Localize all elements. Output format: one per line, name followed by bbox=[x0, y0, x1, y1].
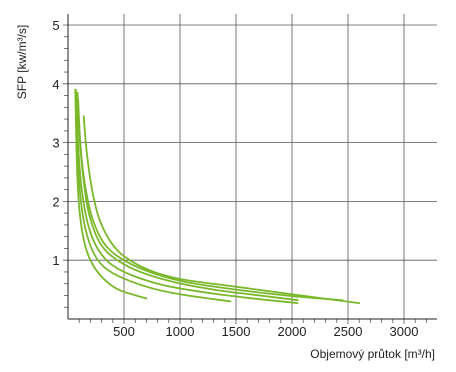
series-line-1 bbox=[74, 88, 148, 300]
x-tick-label: 2500 bbox=[334, 324, 363, 339]
y-tick-label: 2 bbox=[52, 194, 59, 209]
x-tick-label: 3000 bbox=[390, 324, 419, 339]
x-tick-label: 500 bbox=[113, 324, 135, 339]
series-line-5 bbox=[77, 97, 344, 302]
x-tick-labels: 500 1000 1500 2000 2500 3000 bbox=[113, 324, 418, 339]
series-line-3 bbox=[75, 91, 299, 304]
series-group bbox=[74, 88, 361, 304]
series-line-2 bbox=[74, 88, 232, 303]
series-line-6 bbox=[82, 115, 361, 304]
y-tick-label: 1 bbox=[52, 253, 59, 268]
grid bbox=[63, 14, 437, 324]
y-axis-title: SFP [kw/m³/s] bbox=[15, 25, 29, 99]
x-tick-label: 1500 bbox=[222, 324, 251, 339]
x-tick-label: 2000 bbox=[278, 324, 307, 339]
y-tick-label: 4 bbox=[52, 77, 59, 92]
y-tick-label: 5 bbox=[52, 18, 59, 33]
y-tick-label: 3 bbox=[52, 136, 59, 151]
series-line-4 bbox=[76, 91, 299, 302]
y-tick-labels: 1 2 3 4 5 bbox=[52, 18, 59, 268]
x-axis-title: Objemový průtok [m³/h] bbox=[310, 347, 435, 361]
axes bbox=[67, 14, 437, 320]
minor-ticks bbox=[64, 36, 427, 323]
x-tick-label: 1000 bbox=[166, 324, 195, 339]
